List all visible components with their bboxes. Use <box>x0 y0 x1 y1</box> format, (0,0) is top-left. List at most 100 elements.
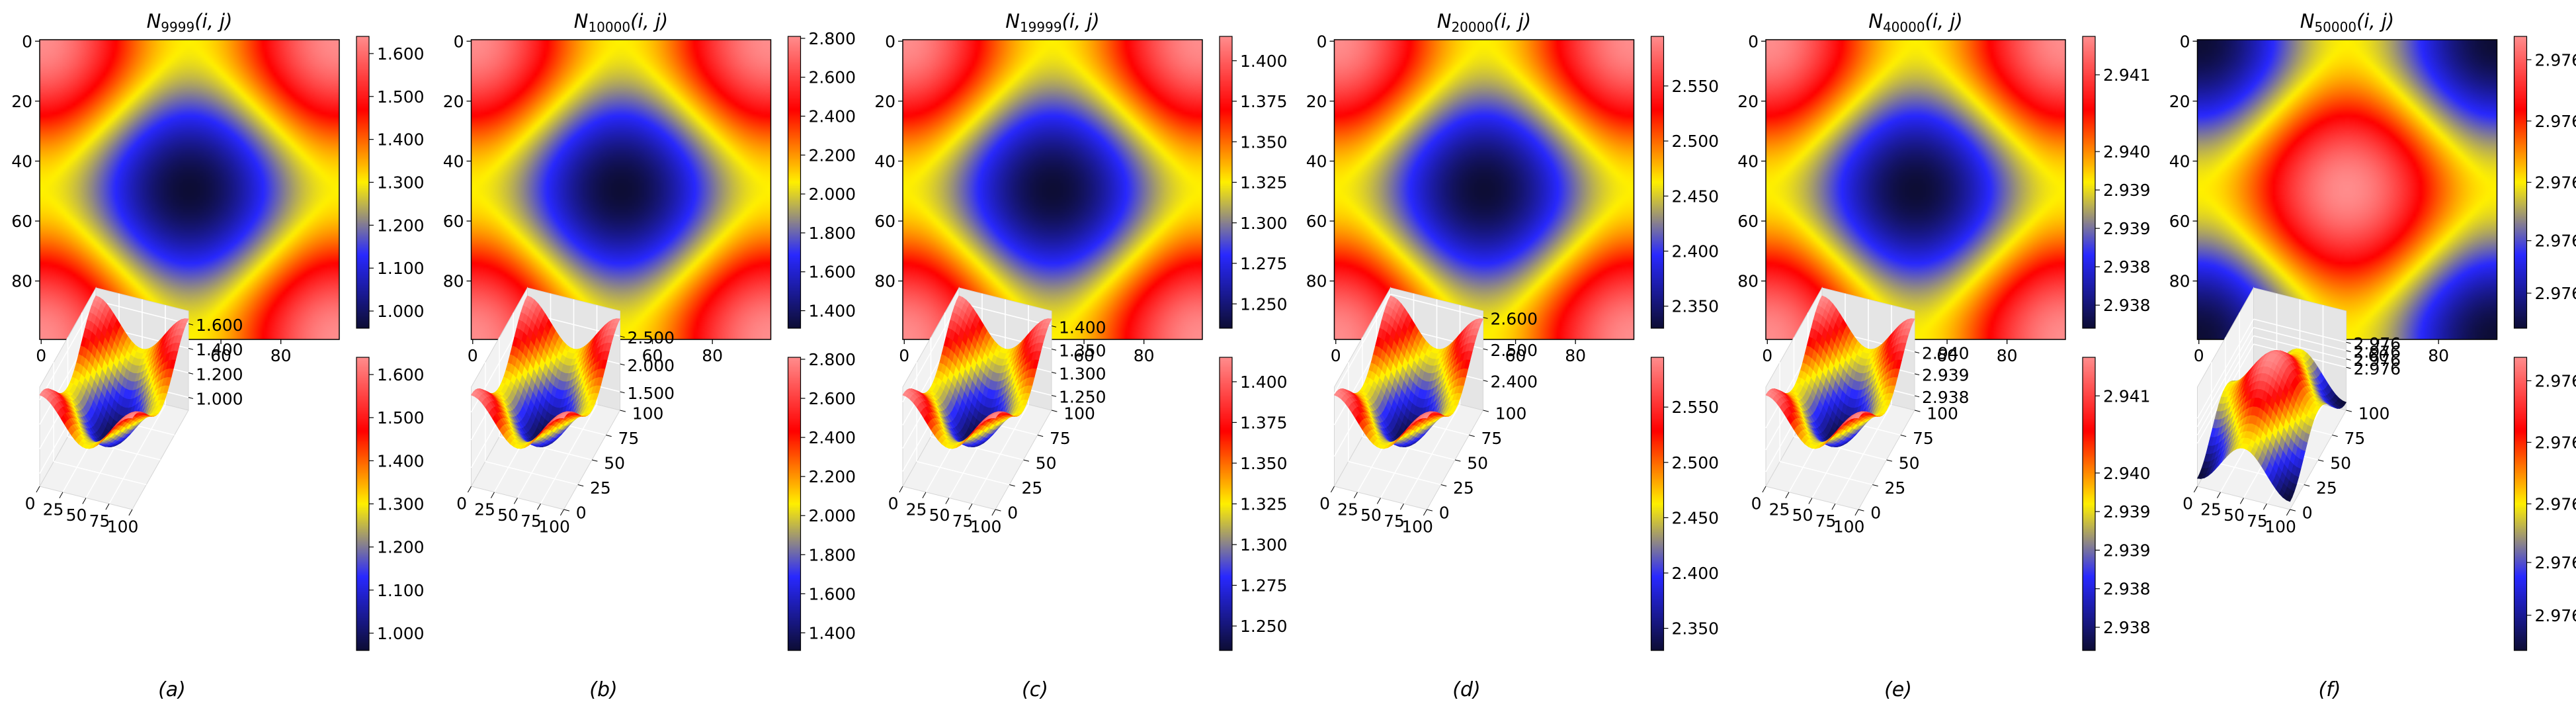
surface-y-tick-label: 100 <box>1495 404 1527 423</box>
x-tick-label: 80 <box>702 346 723 365</box>
panel-a: N9999(i, j)0204060800204060801.0001.1001… <box>11 10 424 701</box>
colorbar-tick-label: 2.500 <box>1672 132 1720 151</box>
surface-x-tick-mark <box>490 492 495 498</box>
colorbar-tick-label: 2.941 <box>2103 386 2151 406</box>
x-tick-label: 80 <box>2428 346 2449 365</box>
y-tick-label: 80 <box>1306 272 1327 291</box>
grid-line <box>1403 404 1461 504</box>
surface-x-tick-mark <box>82 498 87 504</box>
panel-e: N40000(i, j)0204060800204060802.9382.938… <box>1737 10 2150 701</box>
surface-z-tick-mark <box>2346 367 2351 369</box>
colorbar-tick-label: 1.325 <box>1240 495 1288 514</box>
surface-y-tick-mark <box>563 509 570 511</box>
grid-line <box>1835 404 1892 504</box>
colorbar-tick-label: 2.500 <box>1672 453 1720 472</box>
colorbar-tick-label: 1.500 <box>377 87 425 107</box>
surface-x-tick-label: 100 <box>1401 517 1433 537</box>
colorbar-top <box>356 36 369 328</box>
x-tick-label: 60 <box>210 346 231 365</box>
y-tick-label: 60 <box>1306 212 1327 231</box>
surface-x-tick-label: 100 <box>970 517 1002 537</box>
y-tick-label: 0 <box>454 32 464 51</box>
panel-caption: (f) <box>2319 678 2341 701</box>
surface-z-tick-mark <box>1483 348 1488 351</box>
panel-caption: (e) <box>1884 678 1912 701</box>
x-tick-label: 60 <box>642 346 663 365</box>
surface-x-tick-mark <box>1376 498 1381 504</box>
surface-z-tick-mark <box>2346 341 2351 344</box>
surface-y-tick-label: 75 <box>2344 429 2365 448</box>
colorbar-tick-label: 2.976 <box>2535 284 2576 303</box>
surface-y-tick-label: 75 <box>1050 429 1071 448</box>
surface-x-tick-mark <box>560 509 564 516</box>
surface-y-tick-label: 50 <box>2330 454 2351 473</box>
colorbar-tick-label: 2.976 <box>2535 112 2576 131</box>
surface-z-tick-mark <box>1051 326 1057 328</box>
surface-z-tick-label: 1.400 <box>1059 318 1106 337</box>
surface-z-tick-label: 2.500 <box>1491 341 1538 360</box>
colorbar-tick-label: 2.939 <box>2103 219 2151 238</box>
colorbar-tick-label: 2.600 <box>809 389 856 408</box>
x-tick-label: 80 <box>270 346 292 365</box>
surface-z-tick-label: 2.400 <box>1491 372 1538 391</box>
colorbar-bottom <box>2514 357 2527 650</box>
colorbar-tick-label: 1.325 <box>1240 173 1288 193</box>
y-tick-label: 20 <box>1737 92 1759 111</box>
colorbar-tick-label: 2.550 <box>1672 398 1720 417</box>
surface-x-tick-label: 0 <box>1319 494 1330 513</box>
surface-y-tick-mark <box>2332 435 2338 437</box>
surface-z-tick-label: 1.500 <box>628 384 675 403</box>
colorbar-tick-label: 2.976 <box>2535 50 2576 69</box>
surface-z-tick-label: 1.000 <box>196 389 243 408</box>
heatmap-image <box>471 40 771 339</box>
colorbar-tick-label: 1.400 <box>377 451 425 470</box>
heatmap-image <box>903 40 1202 339</box>
panel-caption: (a) <box>158 678 186 701</box>
x-tick-label: 0 <box>468 346 478 365</box>
surface-z-tick-label: 2.938 <box>1922 388 1970 407</box>
colorbar-top <box>2083 36 2095 328</box>
colorbar-tick-label: 2.976 <box>2535 371 2576 390</box>
surface-z-tick-label: 1.300 <box>1059 364 1106 383</box>
surface-x-tick-label: 100 <box>1833 517 1865 537</box>
surface-z-tick-mark <box>1914 351 1920 353</box>
panel-caption: (d) <box>1452 678 1480 701</box>
grid-line <box>108 404 166 504</box>
heatmap-title: N40000(i, j) <box>1868 10 1963 35</box>
surface-mesh <box>1765 295 1915 449</box>
surface-x-tick-label: 75 <box>1815 511 1837 531</box>
panel-f: N50000(i, j)0204060800204060802.9762.976… <box>2169 10 2576 701</box>
surface-y-tick-mark <box>2304 484 2310 487</box>
colorbar-tick-label: 1.600 <box>809 584 856 603</box>
y-tick-label: 80 <box>2169 272 2190 291</box>
surface-x-tick-mark <box>1854 509 1859 516</box>
y-tick-label: 0 <box>885 32 895 51</box>
y-tick-label: 80 <box>11 272 32 291</box>
surface-x-tick-label: 100 <box>2264 517 2296 537</box>
surface-z-tick-mark <box>188 323 194 326</box>
x-tick-label: 0 <box>1762 346 1772 365</box>
colorbar-top-frame <box>2082 36 2096 329</box>
surface-x-tick-mark <box>1808 498 1813 504</box>
surface-y-tick-label: 100 <box>632 404 664 423</box>
surface-mesh <box>39 295 189 449</box>
surface-x-tick-label: 75 <box>520 511 542 531</box>
x-tick-label: 0 <box>1331 346 1341 365</box>
colorbar-tick-label: 2.939 <box>2103 181 2151 200</box>
surface-x-tick-label: 25 <box>1769 500 1790 519</box>
surface-z-tick-mark <box>2346 350 2351 353</box>
x-tick-label: 60 <box>1073 346 1095 365</box>
colorbar-tick-label: 1.000 <box>377 624 425 643</box>
y-tick-label: 20 <box>443 92 464 111</box>
surface-y-tick-mark <box>620 410 626 412</box>
colorbar-tick-label: 1.500 <box>377 408 425 427</box>
colorbar-tick-label: 2.976 <box>2535 173 2576 193</box>
heatmap-frame <box>1765 39 2066 340</box>
colorbar-tick-label: 2.600 <box>809 68 856 87</box>
colorbar-tick-label: 1.100 <box>377 581 425 600</box>
surface-z-tick-mark <box>188 397 194 399</box>
surface-y-tick-mark <box>1454 459 1461 462</box>
grid-line <box>972 404 1029 504</box>
surface-x-tick-label: 0 <box>2182 494 2193 513</box>
grid-line <box>540 404 598 504</box>
